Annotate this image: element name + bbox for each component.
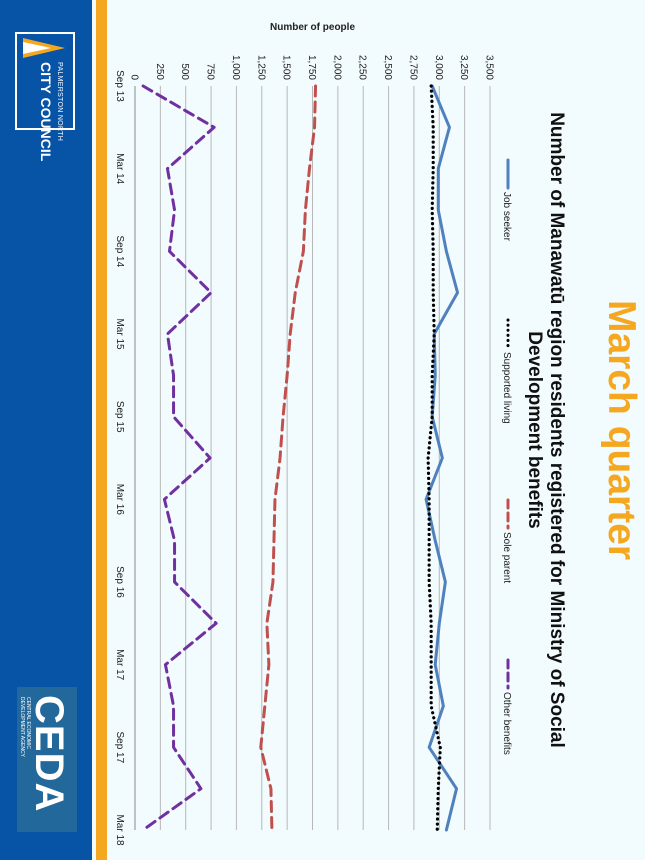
pncc-logo-line2: CITY COUNCIL bbox=[38, 62, 54, 162]
y-tick-label: 1,500 bbox=[281, 55, 292, 80]
line-chart: 0 250 500 750 1,000 1,250 1,500 1,750 2,000 2,250… bbox=[114, 22, 512, 846]
series-line-supported-living bbox=[426, 84, 442, 832]
x-axis-ticks: Sep 13 Mar 14 Sep 14 Mar 15 Sep 15 Mar 16 Sep … bbox=[114, 70, 125, 846]
y-tick-label: 2,750 bbox=[407, 55, 418, 80]
series-line-job-seeker bbox=[424, 84, 460, 832]
series-lines bbox=[141, 84, 460, 832]
legend-label: Other benefits bbox=[501, 692, 512, 755]
legend: Job seeker Supported living Sole parent Oth… bbox=[501, 158, 512, 755]
x-tick-label: Mar 15 bbox=[114, 318, 125, 350]
y-tick-label: 500 bbox=[179, 63, 190, 80]
x-tick-label: Sep 14 bbox=[114, 235, 125, 267]
x-tick-label: Sep 16 bbox=[114, 566, 125, 598]
ceda-logo-text: CEDA bbox=[27, 695, 71, 813]
y-tick-label: 1,250 bbox=[255, 55, 266, 80]
legend-label: Supported living bbox=[501, 352, 512, 424]
ceda-logo: CEDA CENTRAL ECONOMIC DEVELOPMENT AGENCY bbox=[17, 687, 77, 832]
y-tick-label: 2,250 bbox=[357, 55, 368, 80]
y-tick-label: 1,000 bbox=[230, 55, 241, 80]
y-tick-label: 2,500 bbox=[382, 55, 393, 80]
series-line-sole-parent bbox=[259, 84, 318, 832]
y-tick-label: 2,000 bbox=[331, 55, 342, 80]
x-tick-label: Mar 16 bbox=[114, 484, 125, 516]
y-tick-label: 750 bbox=[205, 63, 216, 80]
series-line-other-benefits bbox=[141, 84, 218, 832]
grid-lines bbox=[134, 86, 491, 830]
x-tick-label: Mar 14 bbox=[114, 153, 125, 185]
y-tick-label: 250 bbox=[154, 63, 165, 80]
pncc-logo: PALMERSTON NORTH CITY COUNCIL bbox=[15, 32, 75, 161]
y-tick-label: 3,500 bbox=[484, 55, 495, 80]
y-tick-label: 0 bbox=[129, 74, 140, 80]
y-axis-label: Number of people bbox=[270, 22, 355, 33]
pncc-logo-line1: PALMERSTON NORTH bbox=[56, 62, 63, 142]
x-tick-label: Mar 18 bbox=[114, 814, 125, 846]
legend-label: Sole parent bbox=[501, 532, 512, 583]
y-tick-label: 3,250 bbox=[458, 55, 469, 80]
x-tick-label: Sep 17 bbox=[114, 731, 125, 763]
y-tick-label: 1,750 bbox=[306, 55, 317, 80]
ceda-logo-subtext: CENTRAL ECONOMIC DEVELOPMENT AGENCY bbox=[19, 697, 31, 757]
x-tick-label: Sep 15 bbox=[114, 401, 125, 433]
pncc-emblem-icon bbox=[23, 38, 65, 58]
x-tick-label: Mar 17 bbox=[114, 649, 125, 681]
ceda-logo-subline1: CENTRAL ECONOMIC bbox=[25, 697, 31, 750]
y-axis-ticks: 0 250 500 750 1,000 1,250 1,500 1,750 2,000 2,250… bbox=[129, 55, 495, 80]
x-tick-label: Sep 13 bbox=[114, 70, 125, 102]
legend-label: Job seeker bbox=[501, 192, 512, 242]
ceda-logo-subline2: DEVELOPMENT AGENCY bbox=[19, 697, 25, 757]
y-tick-label: 3,000 bbox=[433, 55, 444, 80]
